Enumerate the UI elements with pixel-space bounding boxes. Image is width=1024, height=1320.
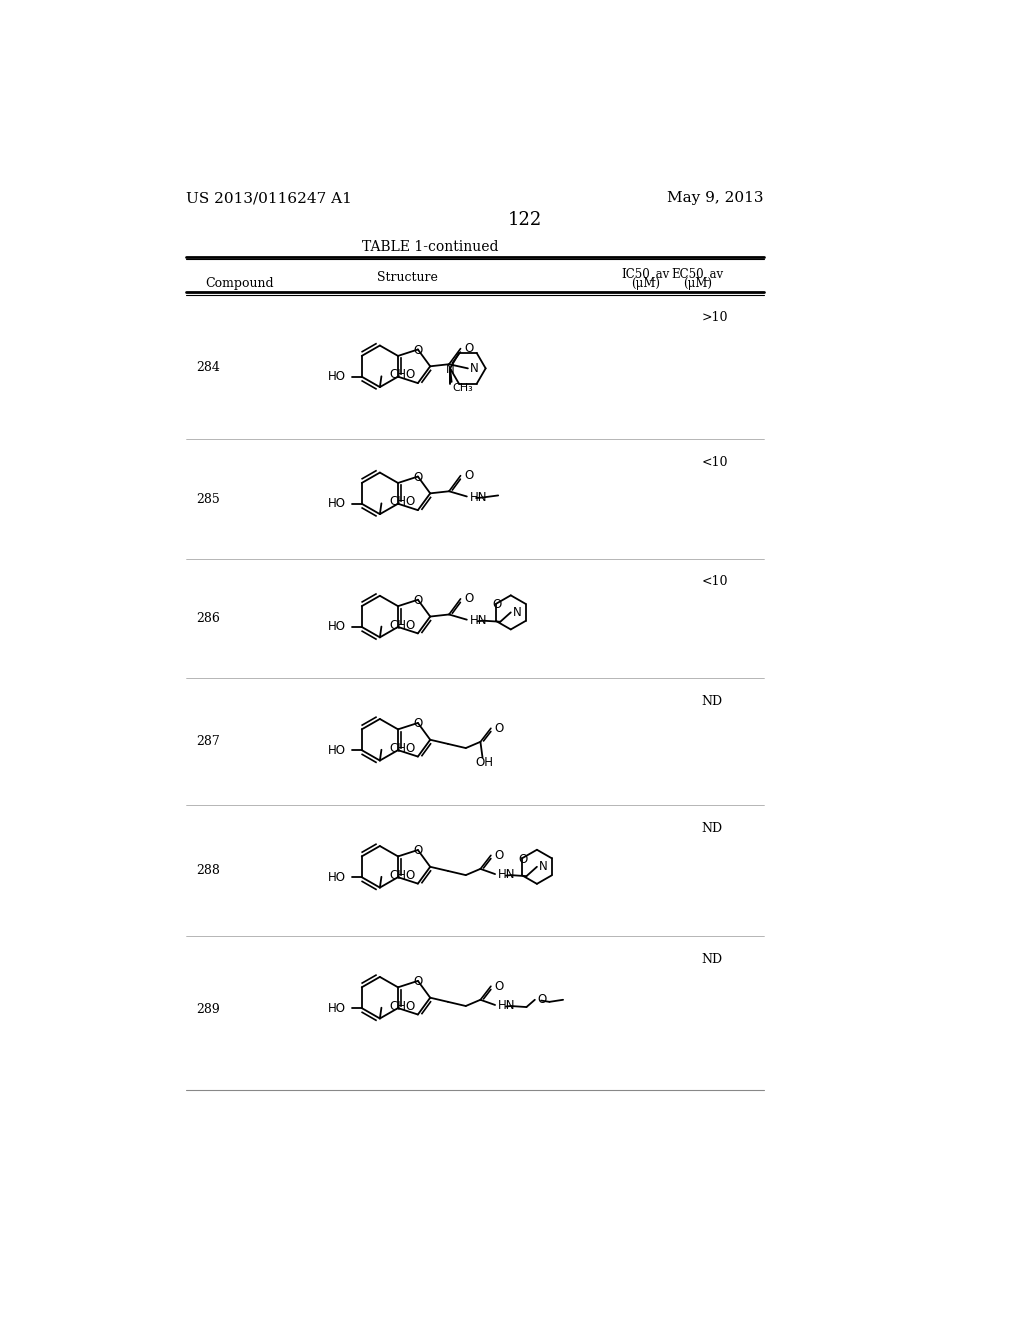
Text: HO: HO: [329, 370, 346, 383]
Text: O: O: [414, 975, 423, 989]
Text: ND: ND: [701, 822, 723, 834]
Text: O: O: [495, 722, 504, 735]
Text: CHO: CHO: [389, 619, 416, 631]
Text: <10: <10: [701, 576, 728, 589]
Text: 289: 289: [197, 1003, 220, 1016]
Text: O: O: [465, 593, 474, 606]
Text: O: O: [495, 979, 504, 993]
Text: (μM): (μM): [683, 277, 712, 290]
Text: O: O: [495, 849, 504, 862]
Text: CHO: CHO: [389, 368, 416, 381]
Text: HO: HO: [329, 498, 346, 511]
Text: O: O: [538, 993, 547, 1006]
Text: CHO: CHO: [389, 999, 416, 1012]
Text: CHO: CHO: [389, 869, 416, 882]
Text: O: O: [493, 598, 502, 611]
Text: 285: 285: [197, 492, 220, 506]
Text: HN: HN: [498, 869, 516, 882]
Text: N: N: [470, 362, 479, 375]
Text: O: O: [414, 594, 423, 607]
Text: 286: 286: [197, 612, 220, 624]
Text: HO: HO: [329, 620, 346, 634]
Text: O: O: [465, 342, 474, 355]
Text: O: O: [414, 845, 423, 857]
Text: N: N: [513, 606, 522, 619]
Text: O: O: [465, 469, 474, 482]
Text: Compound: Compound: [206, 277, 274, 290]
Text: TABLE 1-continued: TABLE 1-continued: [362, 240, 499, 253]
Text: (μM): (μM): [631, 277, 660, 290]
Text: US 2013/0116247 A1: US 2013/0116247 A1: [186, 191, 352, 206]
Text: CHO: CHO: [389, 742, 416, 755]
Text: 122: 122: [508, 211, 542, 228]
Text: <10: <10: [701, 455, 728, 469]
Text: HN: HN: [470, 491, 487, 504]
Text: HN: HN: [498, 999, 516, 1012]
Text: >10: >10: [701, 312, 728, 325]
Text: HN: HN: [470, 614, 487, 627]
Text: CH₃: CH₃: [453, 383, 473, 392]
Text: HO: HO: [329, 1002, 346, 1015]
Text: N: N: [445, 363, 455, 376]
Text: HO: HO: [329, 871, 346, 883]
Text: 287: 287: [197, 735, 220, 748]
Text: 288: 288: [197, 865, 220, 878]
Text: Structure: Structure: [377, 271, 437, 284]
Text: O: O: [414, 471, 423, 484]
Text: N: N: [540, 861, 548, 874]
Text: OH: OH: [475, 756, 494, 770]
Text: O: O: [414, 343, 423, 356]
Text: O: O: [414, 717, 423, 730]
Text: O: O: [518, 853, 527, 866]
Text: CHO: CHO: [389, 495, 416, 508]
Text: EC50_av: EC50_av: [672, 268, 724, 280]
Text: ND: ND: [701, 953, 723, 966]
Text: May 9, 2013: May 9, 2013: [667, 191, 764, 206]
Text: ND: ND: [701, 694, 723, 708]
Text: 284: 284: [197, 360, 220, 374]
Text: IC50_av: IC50_av: [622, 268, 670, 280]
Text: HO: HO: [329, 743, 346, 756]
